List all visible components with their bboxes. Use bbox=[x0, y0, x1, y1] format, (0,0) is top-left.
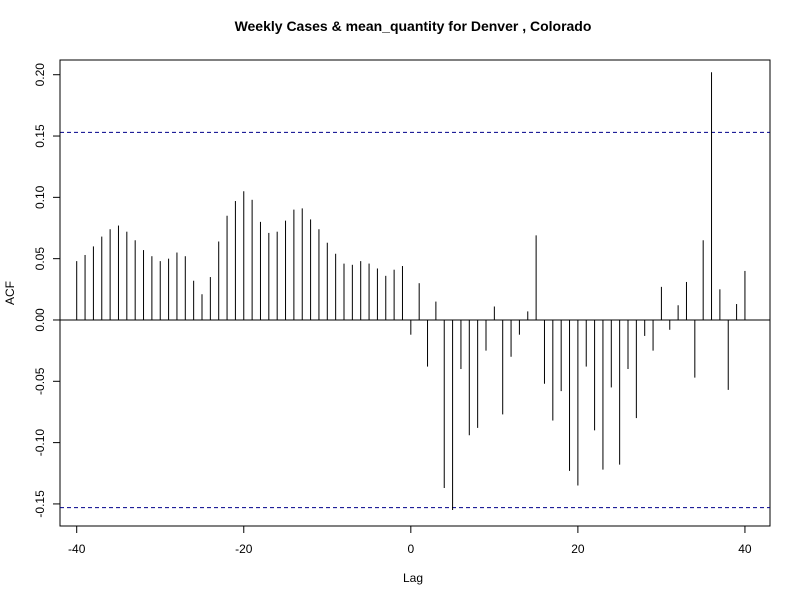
y-tick-label: 0.00 bbox=[33, 308, 47, 332]
y-tick-label: 0.20 bbox=[33, 63, 47, 87]
x-axis: -40 -20 0 20 40 bbox=[68, 525, 752, 556]
chart-title: Weekly Cases & mean_quantity for Denver … bbox=[235, 18, 592, 34]
y-axis-label: ACF bbox=[3, 281, 17, 305]
y-axis: -0.15 -0.10 -0.05 0.00 0.05 0.10 0.15 0.20 bbox=[33, 63, 61, 518]
ccf-stems bbox=[76, 72, 746, 511]
x-tick-label: -20 bbox=[235, 542, 253, 556]
x-tick-label: -40 bbox=[68, 542, 86, 556]
y-tick-label: -0.05 bbox=[33, 367, 47, 395]
y-tick-label: 0.15 bbox=[33, 124, 47, 148]
y-tick-label: -0.15 bbox=[33, 490, 47, 518]
x-tick-label: 40 bbox=[738, 542, 752, 556]
x-axis-label: Lag bbox=[403, 571, 423, 585]
y-tick-label: 0.10 bbox=[33, 185, 47, 209]
y-tick-label: -0.10 bbox=[33, 429, 47, 457]
y-tick-label: 0.05 bbox=[33, 247, 47, 271]
confidence-bands bbox=[60, 131, 770, 509]
x-tick-label: 20 bbox=[571, 542, 585, 556]
x-tick-label: 0 bbox=[407, 542, 414, 556]
plot-frame bbox=[59, 59, 771, 527]
